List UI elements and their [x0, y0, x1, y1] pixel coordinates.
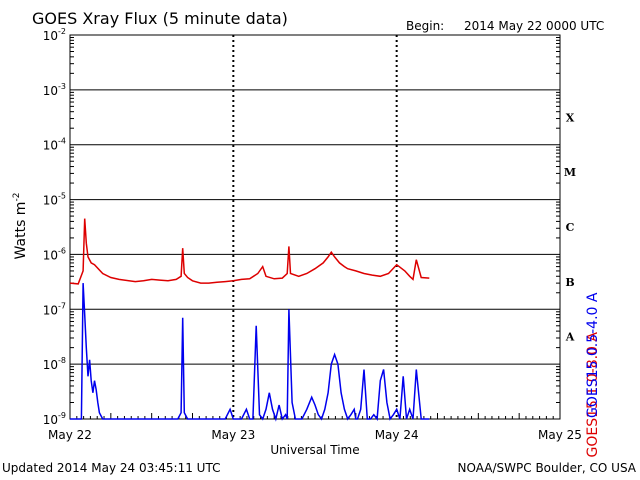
y-axis-ticks: 10-9 10-8 10-7 10-6 10-5 10-4 10-3 10-2	[43, 27, 560, 427]
x-tick-label: May 22	[48, 428, 92, 442]
series-lines	[69, 218, 430, 422]
begin-value: 2014 May 22 0000 UTC	[464, 19, 604, 33]
legend-series-short: GOES15 0.5-4.0 A	[585, 292, 601, 418]
flare-class-m: M	[564, 166, 576, 179]
plot-frame	[69, 34, 561, 420]
x-tick-label: May 25	[538, 428, 582, 442]
series-line-long	[69, 218, 430, 285]
gridlines	[70, 35, 560, 419]
flare-class-c: C	[566, 221, 575, 234]
series-line-short	[70, 283, 430, 422]
y-tick-label: 10-6	[43, 246, 66, 262]
footer-updated: Updated 2014 May 24 03:45:11 UTC	[2, 461, 220, 475]
flare-class-a: A	[565, 331, 575, 344]
y-tick-label: 10-2	[43, 27, 66, 43]
flare-class-x: X	[566, 111, 575, 124]
chart-title: GOES Xray Flux (5 minute data)	[32, 9, 288, 28]
y-tick-label: 10-9	[43, 411, 66, 427]
y-tick-label: 10-8	[43, 356, 66, 372]
legend-series-long: GOES15 1.0-8.0 A	[585, 332, 601, 458]
footer-credit: NOAA/SWPC Boulder, CO USA	[458, 461, 637, 475]
y-tick-label: 10-4	[43, 137, 66, 153]
flare-class-labels: A B C M X	[564, 111, 576, 343]
y-axis-label: Watts m-2	[12, 193, 29, 260]
x-tick-label: May 24	[375, 428, 419, 442]
y-tick-label: 10-5	[43, 192, 66, 208]
begin-label: Begin:	[406, 19, 444, 33]
y-tick-label: 10-3	[43, 82, 66, 98]
flare-class-b: B	[565, 276, 574, 289]
x-tick-label: May 23	[211, 428, 255, 442]
y-tick-label: 10-7	[43, 301, 66, 317]
x-axis-ticks: May 22 May 23 May 24 May 25	[48, 413, 582, 442]
x-axis-label: Universal Time	[270, 443, 359, 457]
